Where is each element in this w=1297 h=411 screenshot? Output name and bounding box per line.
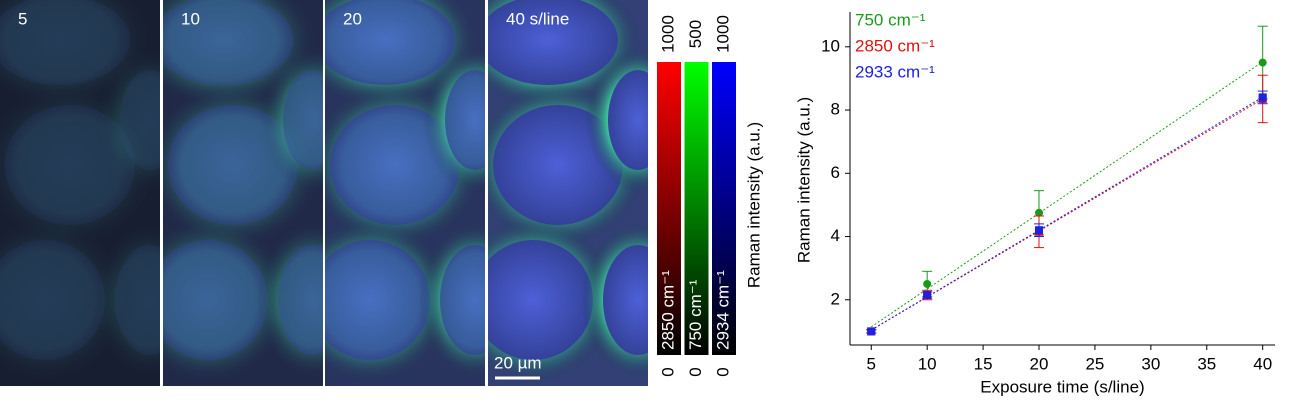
colorbar-max: 1000 — [658, 15, 677, 53]
colorbar-min: 0 — [713, 367, 732, 376]
x-tick-label: 40 — [1253, 354, 1272, 373]
nucleus — [278, 245, 323, 355]
image — [0, 0, 160, 386]
nucleus — [0, 240, 105, 360]
x-tick-label: 10 — [918, 354, 937, 373]
point — [1035, 208, 1044, 217]
colorbar-max: 1000 — [713, 15, 732, 53]
y-tick-label: 8 — [831, 100, 840, 119]
colorbar-min: 0 — [658, 367, 677, 376]
colorbar — [712, 62, 736, 355]
x-tick-label: 5 — [867, 354, 876, 373]
y-tick-label: 6 — [831, 163, 840, 182]
nucleus — [120, 70, 160, 170]
point — [923, 279, 932, 288]
colorbar-max: 500 — [686, 20, 705, 48]
legend-entry: 750 cm⁻¹ — [855, 10, 926, 29]
y-tick-label: 10 — [821, 36, 840, 55]
nucleus — [283, 70, 323, 170]
colorbar — [684, 62, 709, 355]
panel-label: 10 — [181, 9, 200, 28]
legend-entry: 2850 cm⁻¹ — [855, 36, 935, 55]
nucleus — [445, 70, 485, 170]
image — [325, 0, 485, 386]
image-panel: 10 — [163, 0, 323, 386]
nucleus — [163, 0, 293, 85]
point — [1258, 93, 1267, 102]
point — [923, 291, 932, 300]
x-tick-label: 35 — [1197, 354, 1216, 373]
image — [163, 0, 323, 386]
y-tick-label: 2 — [831, 289, 840, 308]
nucleus — [440, 245, 485, 355]
point — [1258, 58, 1267, 67]
colorbar-label: 2934 cm⁻¹ — [713, 270, 732, 350]
nucleus — [603, 245, 648, 355]
x-tick-label: 30 — [1141, 354, 1160, 373]
legend-entry: 2933 cm⁻¹ — [855, 62, 935, 81]
image-panel: 5 — [0, 0, 160, 386]
image-panel: 20 — [325, 0, 485, 386]
nucleus — [488, 240, 593, 360]
nucleus — [608, 70, 648, 170]
point — [867, 327, 876, 336]
x-tick-label: 25 — [1085, 354, 1104, 373]
nucleus — [325, 0, 455, 85]
colorbar-min: 0 — [686, 367, 705, 376]
panel-label: 40 s/line — [506, 9, 569, 28]
panel-label: 5 — [18, 9, 27, 28]
nucleus — [325, 240, 430, 360]
x-tick-label: 20 — [1030, 354, 1049, 373]
nucleus — [0, 0, 130, 85]
x-axis-label: Exposure time (s/line) — [980, 377, 1144, 396]
fit-line — [870, 61, 1263, 328]
y-tick-label: 4 — [831, 226, 840, 245]
point — [1035, 226, 1044, 235]
nucleus — [115, 245, 160, 355]
image-panel: 40 s/line — [488, 0, 648, 386]
nucleus — [163, 240, 268, 360]
panel-label: 20 — [343, 9, 362, 28]
x-tick-label: 15 — [974, 354, 993, 373]
y-axis-label: Raman intensity (a.u.) — [794, 97, 813, 263]
colorbar-label: 2850 cm⁻¹ — [658, 270, 677, 350]
colorbar — [657, 62, 681, 355]
scale-bar-label: 20 µm — [494, 353, 542, 372]
colorbar-title: Raman intensity (a.u.) — [744, 122, 763, 288]
image — [488, 0, 648, 386]
colorbar-label: 750 cm⁻¹ — [686, 279, 705, 350]
nucleus — [488, 0, 618, 85]
